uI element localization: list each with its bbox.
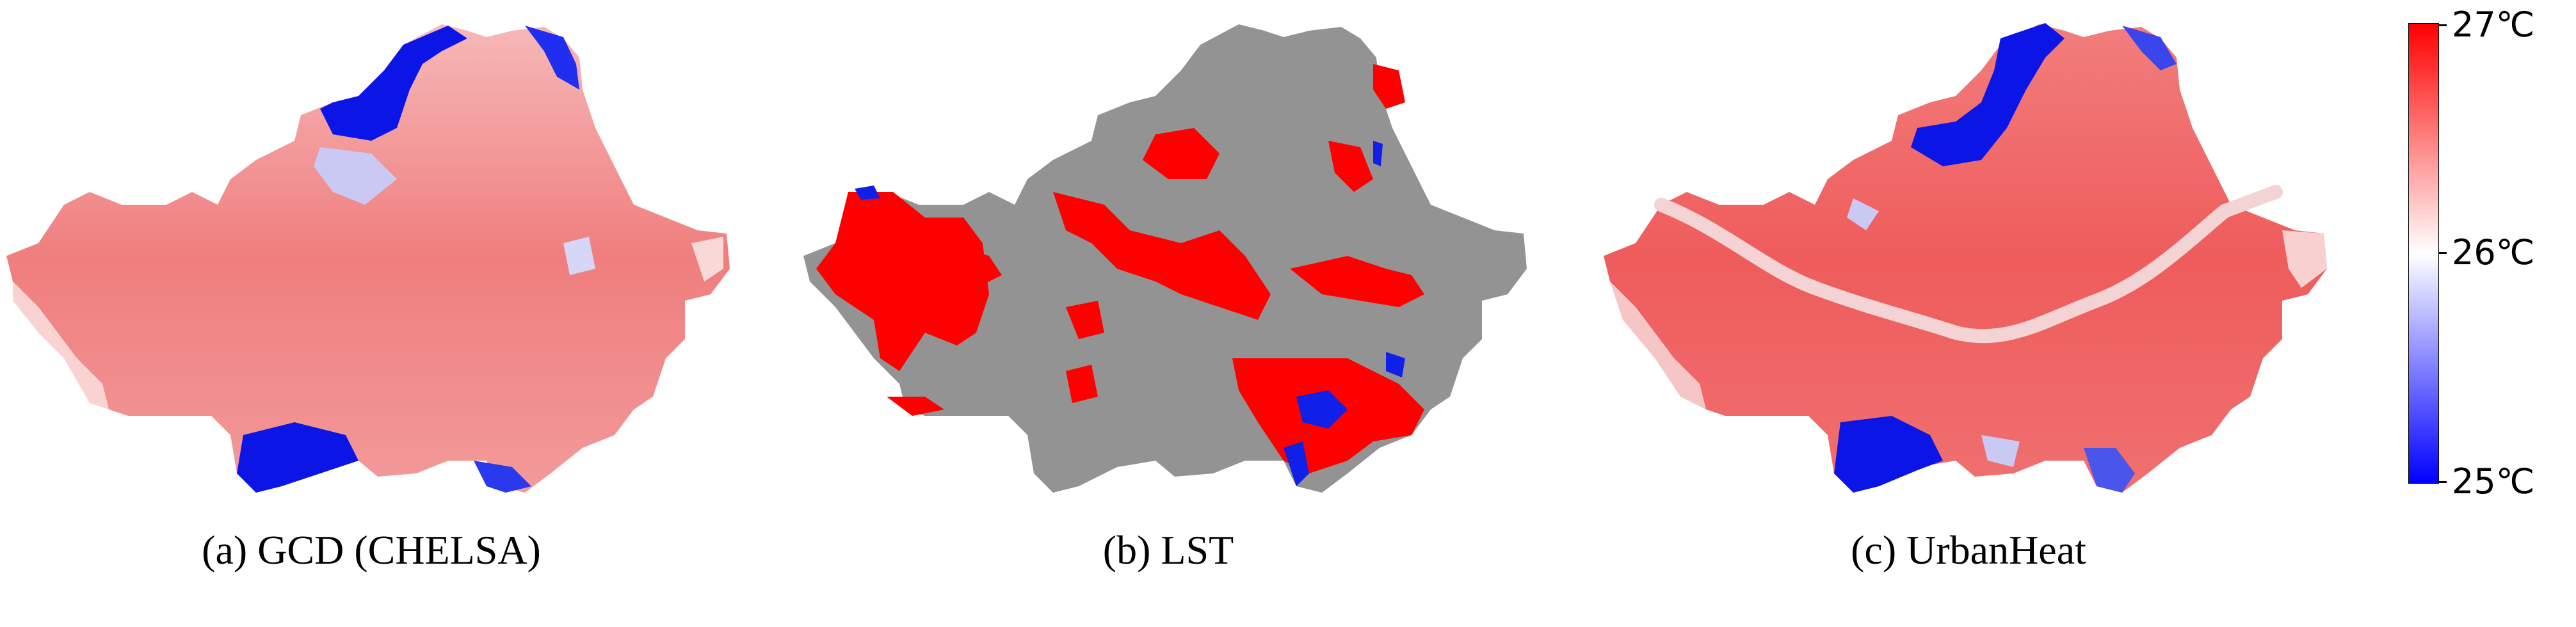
colorbar	[2408, 23, 2439, 484]
colorbar-tick-bottom	[2439, 481, 2447, 483]
map-panel-gcd	[0, 0, 743, 512]
colorbar-label-mid: 26℃	[2452, 232, 2535, 273]
lst-temperature-map	[803, 24, 1527, 493]
seoul-outline	[1604, 24, 2327, 493]
map-panel-lst	[797, 0, 1540, 512]
caption-lst: (b) LST	[1102, 527, 1234, 573]
colorbar-tick-top	[2439, 24, 2447, 26]
colorbar-label-max: 27℃	[2452, 4, 2535, 45]
urbanheat-temperature-map	[1604, 23, 2327, 493]
gcd-temperature-map	[6, 24, 730, 493]
river-band	[1654, 185, 2283, 344]
seoul-outline	[6, 24, 730, 493]
map-panel-urbanheat	[1597, 0, 2340, 512]
colorbar-label-min: 25℃	[2452, 461, 2535, 502]
caption-urbanheat: (c) UrbanHeat	[1851, 527, 2086, 573]
colorbar-tick-mid	[2439, 252, 2447, 254]
caption-gcd: (a) GCD (CHELSA)	[202, 527, 541, 573]
